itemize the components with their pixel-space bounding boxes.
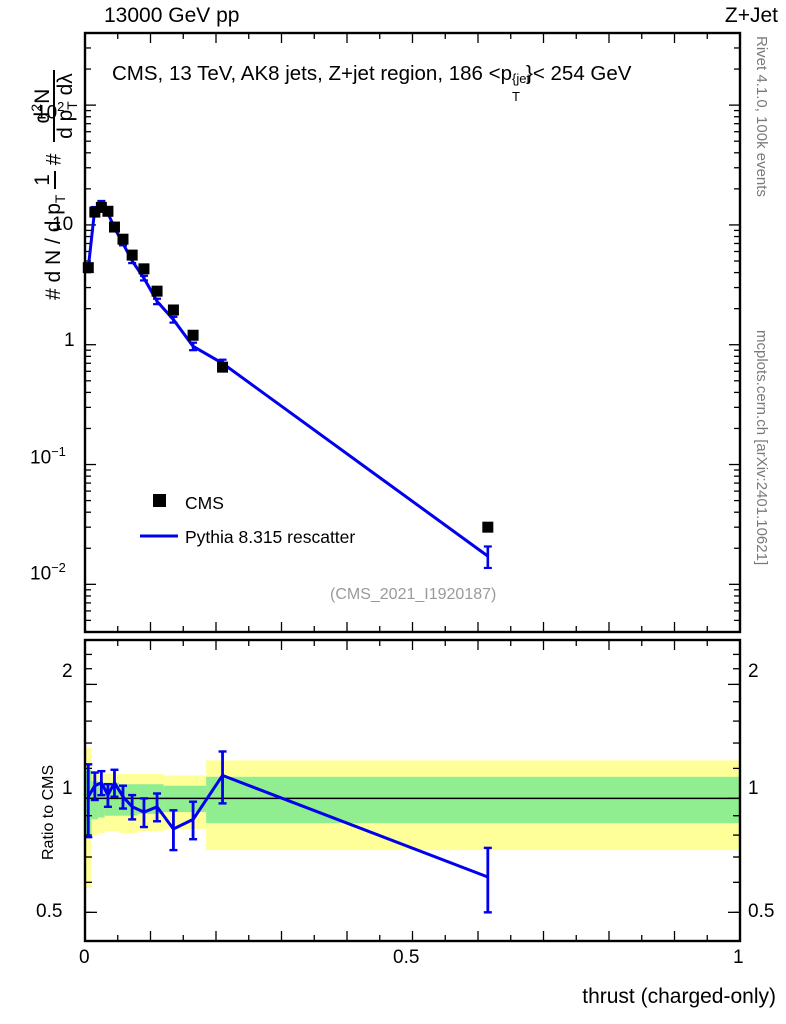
data-marker <box>117 233 129 245</box>
y-tick-label-1e-1: 10−1 <box>30 444 66 469</box>
ratio-y-tick-label-1-left: 1 <box>62 778 73 799</box>
header-process-label: Z+Jet <box>724 4 778 27</box>
y-tick-label-1e-2: 10−2 <box>30 560 66 585</box>
x-tick-label-1: 1 <box>733 947 744 968</box>
data-marker <box>151 285 163 297</box>
data-marker <box>82 262 94 274</box>
legend-label-pythia: Pythia 8.315 rescatter <box>185 527 356 547</box>
ratio-y-tick-label-05-right: 0.5 <box>748 901 775 922</box>
model-curve-main <box>84 199 492 570</box>
data-marker <box>102 205 114 217</box>
panel-frames <box>83 31 742 943</box>
y-tick-label-1: 1 <box>64 330 75 351</box>
data-marker <box>126 249 138 261</box>
legend-marker-cms <box>153 494 166 507</box>
data-marker <box>482 521 494 533</box>
data-markers-main <box>82 201 494 533</box>
band-inner <box>98 782 105 818</box>
y-tick-label-10: 10 <box>52 214 74 235</box>
ratio-panel-frame <box>83 638 742 943</box>
data-marker <box>187 329 199 341</box>
data-marker <box>167 304 179 316</box>
x-tick-label-0: 0 <box>79 947 90 968</box>
data-marker <box>89 206 101 218</box>
plot-title-superscript: {jet <box>512 71 531 86</box>
data-marker <box>95 201 107 213</box>
data-marker <box>217 361 229 373</box>
main-panel-frame <box>83 31 742 634</box>
band-inner <box>206 776 741 824</box>
plot-title-text: CMS, 13 TeV, AK8 jets, Z+jet region, 186… <box>112 62 513 85</box>
x-axis-label: thrust (charged-only) <box>582 985 776 1008</box>
plot-title-tail: }< 254 GeV <box>526 62 632 85</box>
legend-label-cms: CMS <box>185 493 224 513</box>
plot-title-subscript: T <box>512 89 520 104</box>
model-curve-ratio <box>84 750 492 914</box>
analysis-watermark: (CMS_2021_I1920187) <box>330 586 497 603</box>
data-marker <box>108 221 120 233</box>
y-tick-label-1e2: 102 <box>36 99 65 124</box>
header-beam-label: 13000 GeV pp <box>104 4 240 27</box>
plot-title: CMS, 13 TeV, AK8 jets, Z+jet region, 186… <box>112 62 632 104</box>
data-marker <box>138 263 150 275</box>
x-tick-label-05: 0.5 <box>393 947 420 968</box>
ratio-y-tick-label-2-right: 2 <box>748 661 759 682</box>
ratio-y-tick-label-1-right: 1 <box>748 778 759 799</box>
ratio-y-tick-label-2-left: 2 <box>62 661 73 682</box>
ratio-uncertainty-bands <box>85 747 741 888</box>
model-line <box>86 200 489 558</box>
ratio-y-tick-label-05-left: 0.5 <box>36 901 63 922</box>
